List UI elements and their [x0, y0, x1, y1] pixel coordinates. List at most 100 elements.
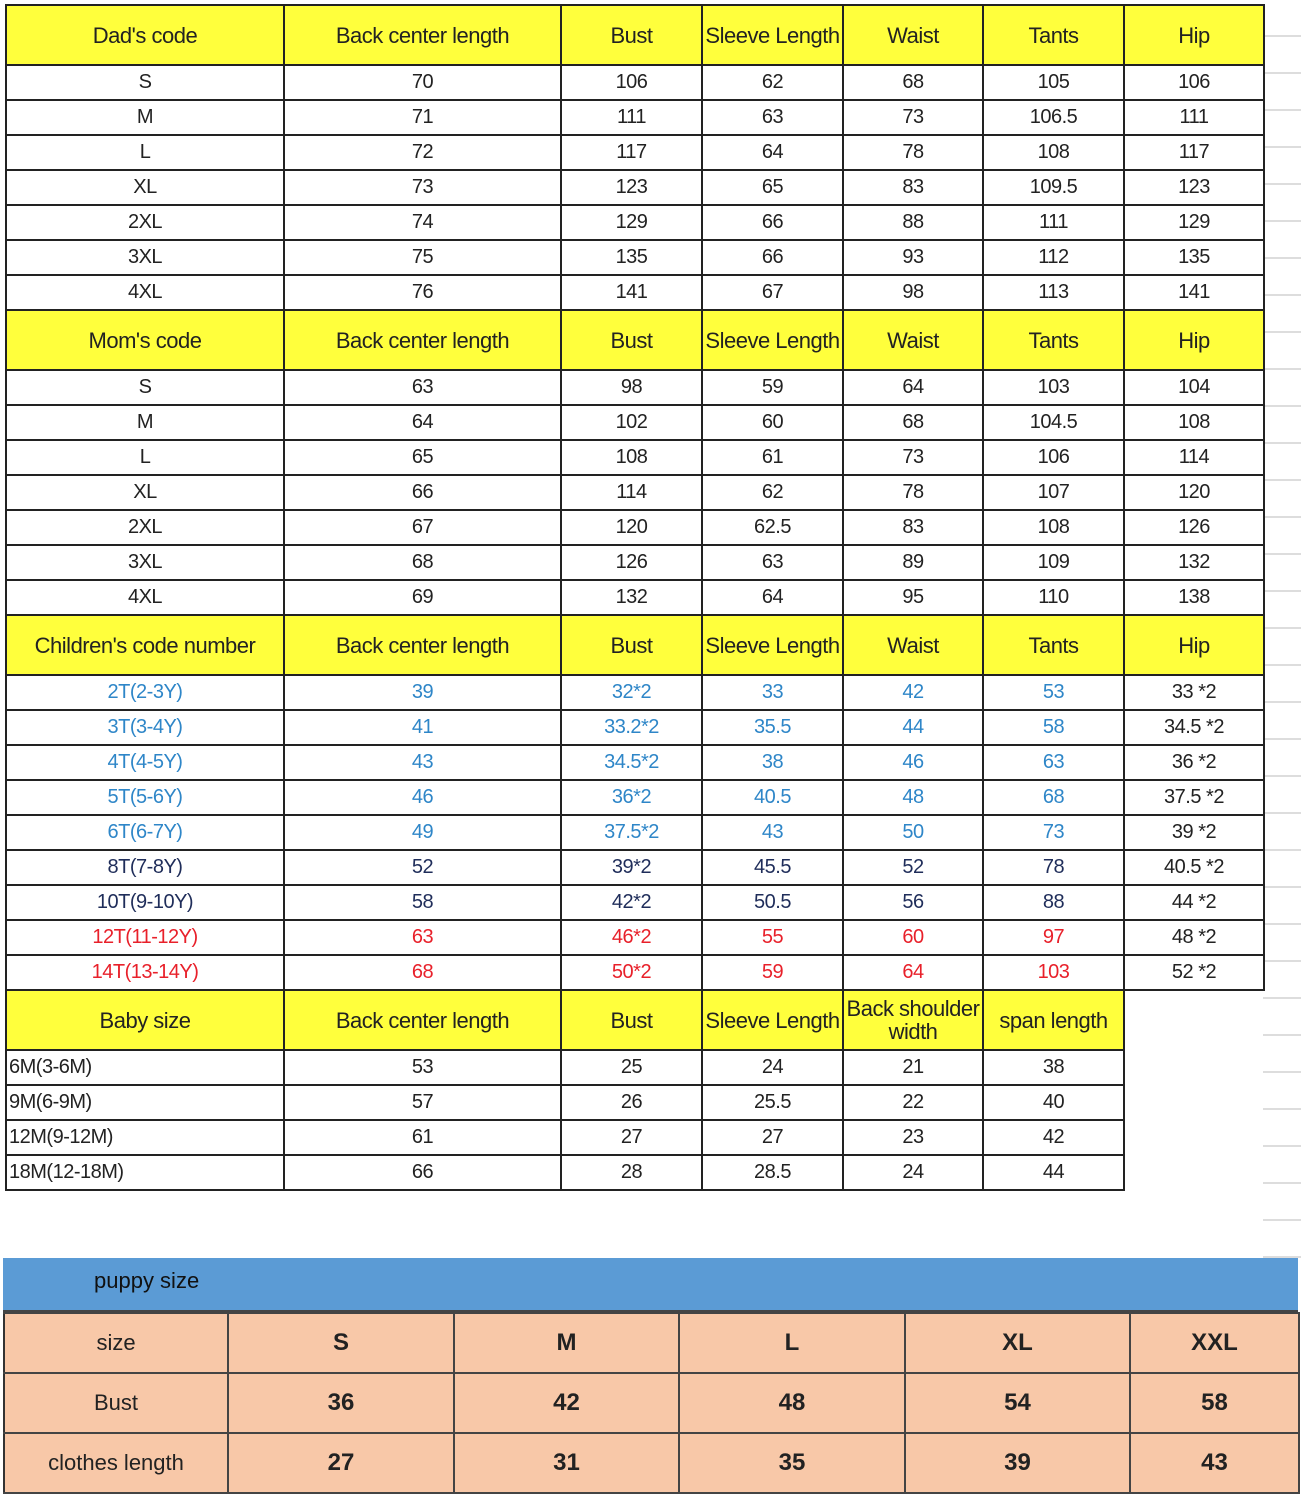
- measurement-cell: 141: [560, 274, 703, 311]
- column-header: Back center length: [283, 309, 562, 371]
- measurement-cell: 40.5 *2: [1123, 849, 1265, 886]
- measurement-cell: 60: [842, 919, 984, 956]
- children-table-row: 10T(9-10Y) 58 42*2 50.5 56 88 44 *2: [5, 884, 1265, 921]
- puppy-row-label: size: [3, 1312, 229, 1374]
- puppy-value-cell: 27: [227, 1432, 455, 1494]
- column-header: Back shoulder width: [842, 989, 984, 1051]
- measurement-cell: 36*2: [560, 779, 703, 816]
- measurement-cell: 49: [283, 814, 562, 851]
- measurement-cell: 138: [1123, 579, 1265, 616]
- mom-table-row: S 63 98 59 64 103 104: [5, 369, 1265, 406]
- column-header: Dad's code: [5, 4, 285, 66]
- measurement-cell: 135: [560, 239, 703, 276]
- dad-table-row: M 71 111 63 73 106.5 111: [5, 99, 1265, 136]
- column-header: Waist: [842, 614, 984, 676]
- measurement-cell: 65: [701, 169, 844, 206]
- column-header: Hip: [1123, 309, 1265, 371]
- empty-cell: [1124, 1050, 1264, 1085]
- measurement-cell: 78: [842, 134, 984, 171]
- measurement-cell: 62: [701, 474, 844, 511]
- measurement-cell: 39 *2: [1123, 814, 1265, 851]
- measurement-cell: 106: [560, 64, 703, 101]
- puppy-value-cell: 39: [904, 1432, 1131, 1494]
- puppy-value-cell: S: [227, 1312, 455, 1374]
- puppy-table-row: size S M L XL XXL: [3, 1312, 1300, 1374]
- empty-cell: [1124, 1155, 1264, 1190]
- measurement-cell: 108: [982, 509, 1125, 546]
- measurement-cell: 42: [842, 674, 984, 711]
- size-label-cell: 3XL: [5, 239, 285, 276]
- measurement-cell: 43: [701, 814, 844, 851]
- measurement-cell: 22: [842, 1084, 984, 1121]
- empty-cell: [1124, 1120, 1264, 1155]
- measurement-cell: 48: [842, 779, 984, 816]
- measurement-cell: 73: [842, 99, 984, 136]
- measurement-cell: 88: [982, 884, 1125, 921]
- column-header: Bust: [560, 614, 703, 676]
- column-header: Sleeve Length: [701, 989, 844, 1051]
- measurement-cell: 25: [560, 1049, 703, 1086]
- dad-table-row: XL 73 123 65 83 109.5 123: [5, 169, 1265, 206]
- measurement-cell: 108: [560, 439, 703, 476]
- measurement-cell: 108: [1123, 404, 1265, 441]
- measurement-cell: 83: [842, 509, 984, 546]
- measurement-cell: 126: [1123, 509, 1265, 546]
- size-label-cell: 10T(9-10Y): [5, 884, 285, 921]
- children-table-row: 3T(3-4Y) 41 33.2*2 35.5 44 58 34.5 *2: [5, 709, 1265, 746]
- puppy-value-cell: 43: [1129, 1432, 1300, 1494]
- measurement-cell: 21: [842, 1049, 984, 1086]
- measurement-cell: 64: [701, 579, 844, 616]
- column-header: Back center length: [283, 614, 562, 676]
- measurement-cell: 23: [842, 1119, 984, 1156]
- children-table-row: 8T(7-8Y) 52 39*2 45.5 52 78 40.5 *2: [5, 849, 1265, 886]
- mom-header-row: Mom's code Back center length Bust Sleeve L…: [5, 309, 1265, 371]
- measurement-cell: 39*2: [560, 849, 703, 886]
- mom-table-row: L 65 108 61 73 106 114: [5, 439, 1265, 476]
- measurement-cell: 102: [560, 404, 703, 441]
- size-label-cell: 4T(4-5Y): [5, 744, 285, 781]
- size-label-cell: 6M(3-6M): [5, 1049, 285, 1086]
- puppy-value-cell: 31: [453, 1432, 680, 1494]
- measurement-cell: 66: [283, 1154, 562, 1191]
- measurement-cell: 73: [283, 169, 562, 206]
- measurement-cell: 108: [982, 134, 1125, 171]
- measurement-cell: 113: [982, 274, 1125, 311]
- column-header: Sleeve Length: [701, 4, 844, 66]
- measurement-cell: 50*2: [560, 954, 703, 991]
- column-header: span length: [982, 989, 1125, 1051]
- measurement-cell: 56: [842, 884, 984, 921]
- column-header: Mom's code: [5, 309, 285, 371]
- column-header: Tants: [982, 614, 1125, 676]
- size-label-cell: S: [5, 369, 285, 406]
- measurement-cell: 53: [982, 674, 1125, 711]
- measurement-cell: 24: [842, 1154, 984, 1191]
- size-chart-table: Dad's code Back center length Bust Sleeve L…: [5, 4, 1265, 1191]
- column-header: Bust: [560, 309, 703, 371]
- measurement-cell: 32*2: [560, 674, 703, 711]
- measurement-cell: 33 *2: [1123, 674, 1265, 711]
- measurement-cell: 110: [982, 579, 1125, 616]
- measurement-cell: 46: [842, 744, 984, 781]
- measurement-cell: 57: [283, 1084, 562, 1121]
- measurement-cell: 114: [560, 474, 703, 511]
- puppy-value-cell: 36: [227, 1372, 455, 1434]
- size-label-cell: M: [5, 99, 285, 136]
- measurement-cell: 36 *2: [1123, 744, 1265, 781]
- column-header: Baby size: [5, 989, 285, 1051]
- measurement-cell: 83: [842, 169, 984, 206]
- measurement-cell: 50.5: [701, 884, 844, 921]
- measurement-cell: 98: [560, 369, 703, 406]
- measurement-cell: 63: [283, 369, 562, 406]
- measurement-cell: 74: [283, 204, 562, 241]
- measurement-cell: 43: [283, 744, 562, 781]
- baby-header-row: Baby size Back center length Bust Sleeve Le…: [5, 989, 1264, 1051]
- measurement-cell: 68: [842, 404, 984, 441]
- measurement-cell: 46: [283, 779, 562, 816]
- measurement-cell: 69: [283, 579, 562, 616]
- measurement-cell: 104.5: [982, 404, 1125, 441]
- measurement-cell: 106.5: [982, 99, 1125, 136]
- spreadsheet-gridlines: [1263, 0, 1301, 1258]
- baby-table-row: 12M(9-12M) 61 27 27 23 42: [5, 1119, 1264, 1156]
- column-header: Bust: [560, 4, 703, 66]
- measurement-cell: 50: [842, 814, 984, 851]
